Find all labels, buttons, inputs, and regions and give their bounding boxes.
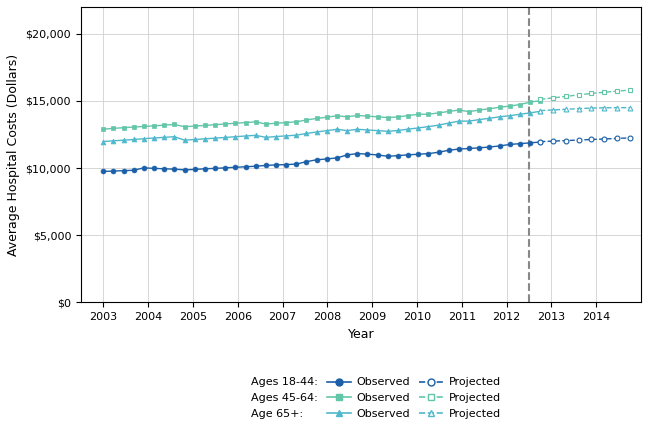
X-axis label: Year: Year [347, 328, 375, 341]
Y-axis label: Average Hospital Costs (Dollars): Average Hospital Costs (Dollars) [7, 54, 20, 256]
Legend: Ages 18-44:, Ages 45-64:, Age 65+:, Observed, Observed, Observed, Projected, Pro: Ages 18-44:, Ages 45-64:, Age 65+:, Obse… [216, 373, 505, 423]
